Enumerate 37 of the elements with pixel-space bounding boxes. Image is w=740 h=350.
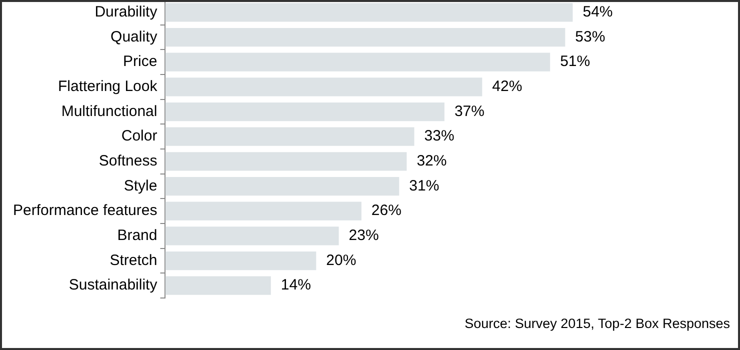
y-tick-label: Price xyxy=(123,53,158,70)
y-tick-label: Color xyxy=(121,128,158,145)
bar xyxy=(165,176,400,196)
y-tick-label: Performance features xyxy=(12,202,158,220)
data-label: 23% xyxy=(348,227,379,244)
y-tick-label: Stretch xyxy=(110,252,158,269)
y-tick-label: Multifunctional xyxy=(61,102,158,120)
bar xyxy=(165,52,550,72)
bar xyxy=(165,127,414,146)
data-label: 31% xyxy=(409,177,440,194)
data-label: 26% xyxy=(371,202,402,220)
bar xyxy=(165,102,444,122)
data-label: 53% xyxy=(575,28,606,46)
bar xyxy=(165,152,407,171)
data-label: 33% xyxy=(424,128,454,145)
bar xyxy=(165,202,362,220)
bar xyxy=(165,3,573,22)
data-label: 42% xyxy=(492,78,522,96)
bar xyxy=(165,276,271,295)
y-tick-label: Softness xyxy=(98,152,158,170)
y-tick-label: Flattering Look xyxy=(58,78,158,96)
data-label: 20% xyxy=(326,252,356,269)
data-label: 54% xyxy=(582,4,613,21)
y-tick-label: Sustainability xyxy=(68,276,158,294)
data-label: 14% xyxy=(280,276,311,294)
data-label: 37% xyxy=(454,102,484,120)
source-note: Source: Survey 2015, Top-2 Box Responses xyxy=(464,316,730,331)
bar xyxy=(165,226,339,246)
data-label: 51% xyxy=(560,53,590,70)
bar xyxy=(165,251,316,270)
data-label: 32% xyxy=(416,152,447,170)
bar xyxy=(165,78,482,96)
y-tick-label: Brand xyxy=(117,227,158,244)
y-tick-label: Quality xyxy=(110,28,158,46)
bar xyxy=(165,28,566,47)
y-tick-label: Durability xyxy=(94,4,158,21)
y-tick-label: Style xyxy=(124,177,158,194)
